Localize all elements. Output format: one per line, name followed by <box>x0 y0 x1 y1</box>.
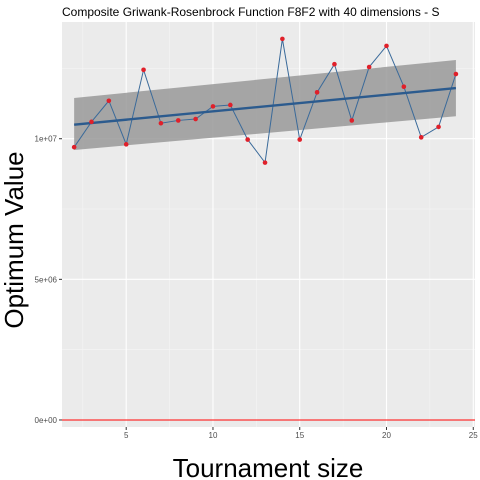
data-point <box>436 124 441 130</box>
y-tick-label: 0e+00 <box>35 416 58 425</box>
data-point <box>418 135 424 140</box>
y-axis-title: Optimum Value <box>0 151 29 328</box>
data-point <box>314 90 320 95</box>
chart-title: Composite Griwank-Rosenbrock Function F8… <box>62 5 439 19</box>
data-point <box>228 102 233 108</box>
regression-fit-line <box>74 86 457 126</box>
data-point <box>401 84 407 89</box>
confidence-band-area <box>74 59 456 150</box>
x-tick-label: 15 <box>295 431 304 440</box>
data-point <box>280 36 285 42</box>
data-point <box>175 118 181 123</box>
x-tick-label: 5 <box>124 431 129 440</box>
data-point <box>123 142 129 147</box>
data-point <box>332 61 337 67</box>
data-point <box>245 137 250 142</box>
data-point <box>297 137 303 142</box>
y-axis-ticks: 0e+00 5e+06 1e+07 <box>35 135 62 425</box>
data-point <box>193 116 198 122</box>
x-tick-label: 25 <box>469 431 478 440</box>
data-point <box>210 104 216 109</box>
data-point <box>89 119 94 125</box>
data-point <box>366 64 372 70</box>
data-point <box>71 144 77 150</box>
x-tick-label: 20 <box>382 431 391 440</box>
data-point <box>158 120 164 126</box>
x-axis-ticks: 5 10 15 20 25 <box>124 427 478 440</box>
x-axis-title: Tournament size <box>173 453 364 480</box>
data-point <box>106 98 112 104</box>
fit-line <box>74 86 457 126</box>
x-tick-label: 10 <box>209 431 218 440</box>
data-point <box>262 160 268 165</box>
y-tick-label: 1e+07 <box>35 135 58 144</box>
data-point <box>384 43 389 49</box>
data-point <box>141 67 146 73</box>
y-tick-label: 5e+06 <box>35 275 58 284</box>
observed-points <box>71 36 459 165</box>
data-point <box>349 118 355 123</box>
data-point <box>453 71 459 77</box>
confidence-band <box>74 59 456 150</box>
